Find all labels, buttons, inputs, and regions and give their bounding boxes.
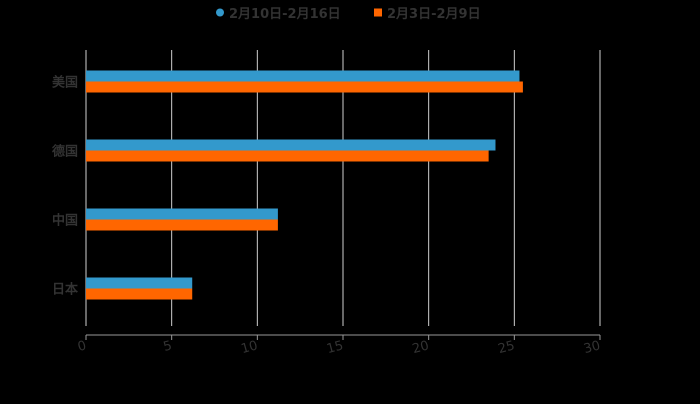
bar[interactable] — [86, 208, 278, 220]
x-tick-label: 10 — [240, 338, 260, 357]
x-tick-label: 25 — [497, 338, 517, 357]
y-axis-label: 日本 — [52, 282, 78, 298]
bar[interactable] — [86, 150, 489, 162]
x-tick-label: 0 — [76, 338, 88, 355]
y-axis-label: 中国 — [52, 213, 78, 229]
legend-label: 2月3日-2月9日 — [387, 7, 481, 22]
x-tick-label: 20 — [411, 338, 431, 357]
legend-circle-icon — [216, 8, 224, 17]
bar[interactable] — [86, 81, 523, 93]
gridlines — [85, 50, 601, 326]
x-axis: 0 5 10 15 20 25 30 — [76, 334, 602, 357]
bar[interactable] — [86, 277, 193, 289]
bar[interactable] — [86, 70, 520, 82]
legend-square-icon — [374, 8, 382, 17]
bar[interactable] — [86, 139, 496, 151]
legend-item[interactable]: 2月3日-2月9日 — [374, 7, 481, 22]
legend-item[interactable]: 2月10日-2月16日 — [216, 7, 341, 22]
legend-label: 2月10日-2月16日 — [229, 7, 341, 22]
bar[interactable] — [86, 288, 193, 300]
y-axis-label: 德国 — [52, 144, 78, 160]
bars — [86, 70, 523, 300]
bar[interactable] — [86, 219, 278, 231]
x-tick-label: 5 — [162, 338, 174, 355]
legend: 2月10日-2月16日 2月3日-2月9日 — [216, 7, 481, 22]
x-tick-label: 15 — [325, 338, 345, 357]
y-axis-label: 美国 — [52, 75, 78, 91]
x-tick-label: 30 — [582, 338, 602, 357]
